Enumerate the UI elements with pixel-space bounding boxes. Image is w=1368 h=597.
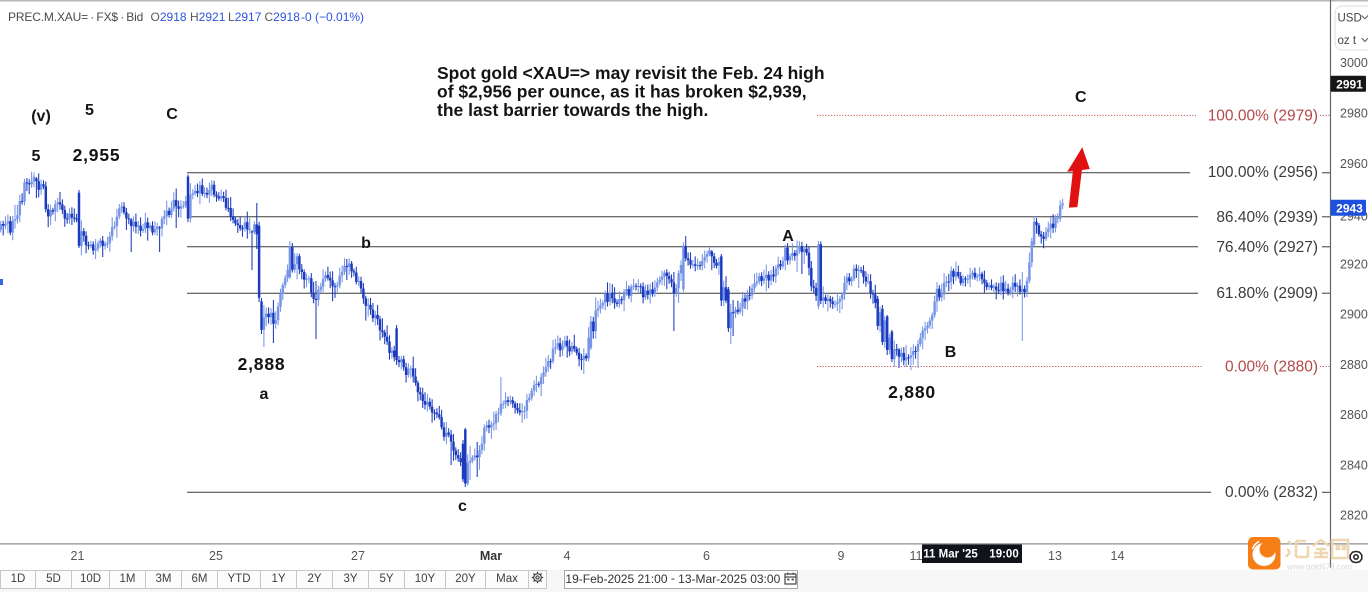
svg-text:86.40% (2939): 86.40% (2939) <box>1216 209 1318 226</box>
svg-text:2880: 2880 <box>1340 358 1368 372</box>
svg-text:2,955: 2,955 <box>73 145 121 165</box>
svg-text:L2917: L2917 <box>228 10 262 24</box>
svg-text:0.00% (2832): 0.00% (2832) <box>1225 484 1318 501</box>
svg-text:61.80% (2909): 61.80% (2909) <box>1216 285 1318 302</box>
svg-text:9: 9 <box>838 549 845 563</box>
svg-text:11 Mar '25 19:00: 11 Mar '25 19:00 <box>923 549 1018 561</box>
svg-text:100.00% (2979): 100.00% (2979) <box>1208 108 1318 125</box>
svg-text:the last barrier towards the h: the last barrier towards the high. <box>437 100 708 120</box>
svg-text:27: 27 <box>351 549 365 563</box>
svg-text:11: 11 <box>910 549 923 563</box>
svg-text:(v): (v) <box>31 108 51 125</box>
svg-text:www.gold678.com: www.gold678.com <box>1286 563 1352 572</box>
svg-text:b: b <box>361 235 371 252</box>
svg-text:2943: 2943 <box>1336 201 1363 215</box>
svg-text:a: a <box>260 386 269 403</box>
svg-text:2820: 2820 <box>1340 509 1368 523</box>
svg-text:4: 4 <box>564 549 571 563</box>
svg-text:C: C <box>1075 89 1087 106</box>
svg-text:O2918: O2918 <box>151 10 187 24</box>
svg-text:5: 5 <box>32 148 41 165</box>
svg-text:-0 (−0.01%): -0 (−0.01%) <box>301 10 364 24</box>
svg-text:2980: 2980 <box>1340 107 1368 121</box>
svg-text:13: 13 <box>1048 549 1062 563</box>
svg-text:2860: 2860 <box>1340 408 1368 422</box>
svg-text:2840: 2840 <box>1340 458 1368 472</box>
svg-text:2960: 2960 <box>1340 157 1368 171</box>
svg-text:Mar: Mar <box>480 549 502 563</box>
svg-text:6: 6 <box>703 549 710 563</box>
svg-text:3000: 3000 <box>1340 56 1368 70</box>
svg-text:C: C <box>166 106 178 123</box>
svg-text:H2921: H2921 <box>190 10 226 24</box>
svg-text:c: c <box>458 498 467 515</box>
svg-text:100.00% (2956): 100.00% (2956) <box>1208 164 1318 181</box>
svg-text:14: 14 <box>1111 549 1125 563</box>
svg-text:C2918: C2918 <box>265 10 301 24</box>
svg-text:Spot gold <XAU=> may revisit t: Spot gold <XAU=> may revisit the Feb. 24… <box>437 63 825 83</box>
svg-text:PREC.M.XAU= · FX$ · Bid: PREC.M.XAU= · FX$ · Bid <box>8 10 143 24</box>
svg-text:25: 25 <box>209 549 223 563</box>
svg-text:2,880: 2,880 <box>888 382 936 402</box>
svg-text:of $2,956 per ounce, as it has: of $2,956 per ounce, as it has broken $2… <box>437 82 807 102</box>
svg-text:2920: 2920 <box>1340 257 1368 271</box>
svg-text:USD: USD <box>1338 13 1362 25</box>
svg-text:2,888: 2,888 <box>238 354 286 374</box>
svg-text:2900: 2900 <box>1340 308 1368 322</box>
svg-text:76.40% (2927): 76.40% (2927) <box>1216 239 1318 256</box>
svg-text:oz t: oz t <box>1338 35 1357 47</box>
svg-text:B: B <box>945 344 957 361</box>
svg-text:A: A <box>782 228 794 245</box>
svg-text:0.00% (2880): 0.00% (2880) <box>1225 359 1318 376</box>
svg-text:2991: 2991 <box>1336 77 1363 91</box>
svg-text:21: 21 <box>71 549 85 563</box>
svg-text:5: 5 <box>85 102 94 119</box>
